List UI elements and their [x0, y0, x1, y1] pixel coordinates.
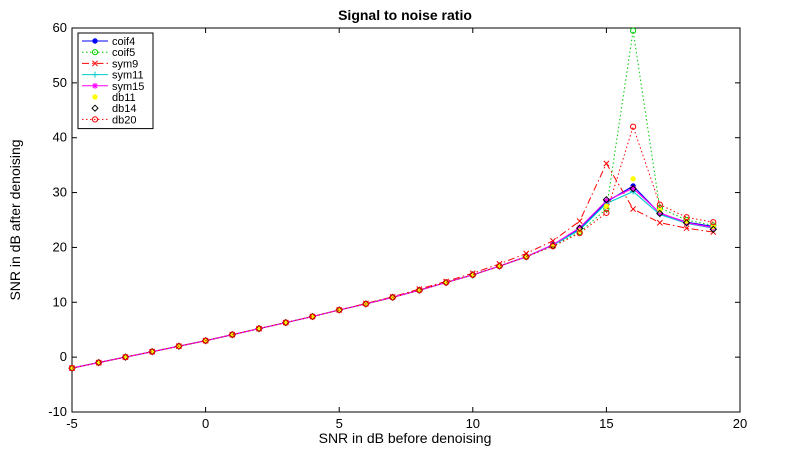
series-coif5 — [68, 27, 717, 372]
y-tick-label: 0 — [60, 349, 67, 364]
data-point-db20 — [496, 262, 503, 270]
data-point-sym9 — [576, 218, 583, 225]
data-point-sym9 — [603, 160, 610, 167]
legend-label-db14: db14 — [112, 103, 136, 115]
x-tick-label: 15 — [599, 416, 613, 431]
data-point-sym15 — [656, 209, 663, 216]
data-point-db20 — [282, 319, 289, 326]
y-tick-label: 50 — [53, 75, 67, 90]
series-line-coif4 — [71, 185, 714, 369]
data-point-sym9 — [630, 206, 637, 212]
y-tick-label: 10 — [53, 294, 67, 309]
x-tick-label: 0 — [202, 416, 209, 431]
legend-box — [77, 32, 154, 130]
plot-area: -5 0 5 10 15 20 -10 0 10 20 30 40 50 60 coif4coif5sym9… — [48, 20, 747, 431]
data-point-db14 — [656, 209, 664, 218]
series-db14 — [68, 185, 717, 372]
series-line-coif5 — [71, 30, 714, 369]
x-axis-label: SNR in dB before denoising — [319, 430, 492, 446]
data-point-db20 — [175, 343, 182, 350]
data-point-db20 — [95, 359, 102, 366]
legend-label-sym11: sym11 — [112, 70, 144, 82]
data-point-db20 — [523, 253, 530, 260]
y-tick-label: 40 — [53, 130, 67, 145]
x-tick-label: -5 — [66, 416, 78, 431]
y-tick-label: -10 — [48, 404, 67, 419]
x-tick-label: 10 — [466, 416, 480, 431]
data-point-db20 — [122, 354, 129, 361]
data-point-db20 — [389, 294, 396, 301]
series-sym11 — [69, 188, 717, 372]
data-point-db20 — [416, 287, 423, 294]
series-line-sym15 — [71, 187, 714, 369]
legend-label-db20: db20 — [112, 114, 136, 126]
legend-marker-db14 — [91, 104, 99, 112]
legend-marker-db11 — [92, 94, 98, 100]
legend-label-db11: db11 — [112, 92, 136, 104]
series-sym15 — [69, 185, 717, 372]
series-line-sym11 — [71, 190, 714, 369]
series-db11 — [69, 176, 716, 371]
series-line-db20 — [71, 125, 714, 369]
data-point-db20 — [149, 348, 156, 355]
data-point-db20 — [656, 201, 663, 208]
series-sym9 — [69, 160, 717, 372]
y-tick-label: 20 — [53, 239, 67, 254]
legend-label-sym9: sym9 — [112, 58, 138, 70]
data-point-db14 — [602, 195, 611, 204]
chart-title: Signal to noise ratio — [338, 7, 472, 23]
data-point-db20 — [442, 279, 450, 286]
data-point-coif5 — [630, 27, 637, 34]
legend-marker-coif5 — [91, 49, 99, 56]
legend-label-coif5: coif5 — [112, 47, 135, 59]
legend-marker-sym15 — [92, 82, 98, 89]
data-point-db14 — [682, 219, 691, 227]
data-point-sym15 — [603, 197, 610, 204]
data-point-sym9 — [656, 219, 663, 226]
data-point-db20 — [603, 209, 610, 216]
data-point-db14 — [709, 225, 717, 234]
legend-label-sym15: sym15 — [112, 81, 144, 93]
data-point-db20 — [229, 331, 236, 338]
data-point-db20 — [469, 271, 476, 278]
legend-marker-db20 — [91, 116, 99, 123]
data-point-sym15 — [630, 185, 637, 192]
x-tick-label: 5 — [336, 416, 343, 431]
legend-marker-sym9 — [92, 60, 98, 67]
legend-label-coif4: coif4 — [112, 36, 135, 48]
axes-box — [71, 27, 741, 413]
legend-marker-coif4 — [92, 38, 98, 44]
data-point-db20 — [336, 306, 343, 314]
y-tick-label: 30 — [53, 185, 67, 200]
data-point-db20 — [576, 230, 583, 237]
data-point-db20 — [255, 325, 263, 332]
legend-marker-sym11 — [92, 71, 98, 78]
data-point-db20 — [683, 214, 690, 221]
data-point-db20 — [549, 243, 557, 250]
data-point-db20 — [630, 123, 637, 130]
data-point-db11 — [630, 176, 636, 182]
data-point-sym15 — [576, 224, 583, 231]
series-coif4 — [69, 183, 716, 371]
data-point-db20 — [68, 365, 76, 372]
data-point-db11 — [603, 203, 610, 209]
data-point-sym9 — [683, 225, 690, 232]
data-point-db14 — [629, 185, 637, 193]
y-axis-label: SNR in dB after denoising — [7, 139, 23, 300]
series-db20 — [68, 123, 717, 372]
data-point-db20 — [710, 219, 717, 226]
x-tick-label: 20 — [733, 416, 747, 431]
data-point-db20 — [202, 337, 209, 344]
data-point-db20 — [309, 313, 316, 320]
y-tick-label: 60 — [53, 20, 67, 35]
data-point-db20 — [362, 300, 370, 308]
data-point-db14 — [575, 224, 584, 232]
series-line-sym9 — [71, 162, 714, 369]
